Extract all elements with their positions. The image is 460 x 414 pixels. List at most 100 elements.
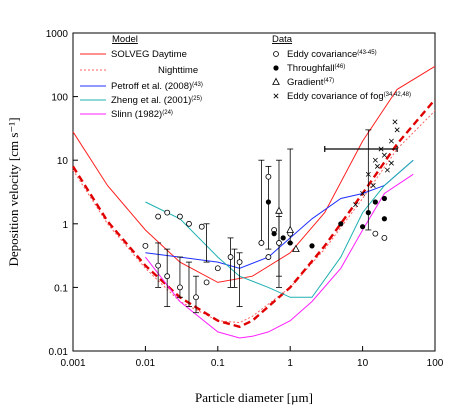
cross-stroke [394, 127, 400, 133]
x-tick-label: 10 [357, 358, 369, 369]
gradient-point [275, 206, 283, 214]
throughfall-point [309, 243, 315, 249]
legend-label-data-0: Eddy covariance(43-45) [287, 49, 377, 60]
eddy-covariance-point [193, 294, 199, 301]
cross-stroke [273, 93, 279, 99]
cross-stroke [388, 160, 394, 166]
legend-marker-cross [273, 93, 279, 99]
throughfall-point [381, 216, 387, 222]
eddy-covariance-point [265, 173, 272, 180]
eddy-covariance-point [186, 220, 192, 227]
cross-stroke [360, 190, 366, 196]
data-points [142, 119, 400, 301]
throughfall-point [365, 210, 371, 216]
y-tick-label: 0.01 [49, 347, 69, 358]
legend-label-data-1: Throughfall(46) [287, 63, 345, 74]
eddy-covariance-point [258, 240, 265, 246]
fog-point [370, 183, 376, 188]
eddy-covariance-point [381, 235, 388, 241]
series-line-2 [71, 98, 436, 329]
eddy-covariance-point [276, 240, 282, 246]
fog-point [378, 146, 384, 152]
eddy-covariance-point [203, 279, 210, 286]
fog-point [365, 171, 371, 177]
eddy-covariance-point [198, 223, 205, 230]
plot-frame [72, 32, 436, 352]
legend-label-nighttime: Nighttime [158, 65, 198, 76]
legend-marker-open-circle [273, 51, 279, 57]
y-tick-label: 1000 [46, 29, 69, 40]
eddy-covariance-point [236, 259, 243, 265]
throughfall-point [287, 240, 293, 246]
eddy-covariance-point [164, 273, 171, 280]
legend: Model SOLVEG Daytime Nighttime Petroff et a… [80, 34, 411, 120]
eddy-covariance-point [155, 213, 162, 220]
throughfall-point [381, 195, 387, 202]
y-tick-label: 1 [62, 220, 68, 231]
throughfall-point [338, 221, 344, 227]
throughfall-point [360, 224, 366, 230]
eddy-covariance-point [177, 284, 183, 291]
eddy-covariance-point [164, 209, 171, 216]
x-tick-label: 100 [427, 358, 444, 369]
x-axis-title: Particle diameter [µm] [195, 390, 313, 405]
fog-point [353, 202, 359, 208]
series-line-0 [72, 65, 436, 283]
cross-stroke [370, 183, 376, 188]
y-tick-label: 0.1 [54, 283, 68, 294]
fog-point [388, 160, 394, 166]
eddy-covariance-point [177, 213, 183, 220]
eddy-covariance-point [372, 230, 379, 237]
legend-label-model-0: Petroff et al. (2008)(43) [111, 81, 203, 92]
legend-label-data-3: Eddy covariance of fog(34,42,48) [287, 91, 411, 102]
throughfall-point [271, 231, 277, 237]
eddy-covariance-point [265, 254, 272, 260]
cross-stroke [381, 152, 387, 158]
eddy-covariance-point [155, 262, 162, 269]
model-curves [71, 65, 436, 339]
cross-stroke [388, 138, 394, 144]
throughfall-point [265, 199, 272, 205]
fog-point [360, 190, 366, 196]
x-tick-label: 0.1 [211, 358, 225, 369]
y-axis-title: Deposition velocity [cm s⁻¹] [6, 117, 21, 266]
fog-point [388, 138, 394, 144]
fog-point [394, 127, 400, 133]
legend-label-model-1: Zheng et al. (2001)(25) [111, 95, 202, 106]
legend-label-data-2: Gradient(47) [287, 77, 334, 88]
throughfall-point [372, 199, 378, 205]
cross-stroke [384, 167, 390, 173]
cross-stroke [372, 157, 378, 163]
legend-label-model-2: Slinn (1982)(24) [111, 109, 173, 120]
fog-point [381, 152, 387, 158]
fog-point [374, 163, 380, 169]
cross-stroke [365, 171, 371, 177]
throughfall-point [280, 235, 286, 241]
series-line-1 [72, 110, 436, 324]
error-bars [155, 129, 398, 314]
eddy-covariance-point [214, 265, 221, 272]
x-tick-label: 0.001 [60, 358, 85, 369]
cross-stroke [378, 146, 384, 152]
fog-point [392, 119, 398, 125]
legend-data-header: Data [272, 34, 293, 45]
gradient-point [286, 225, 295, 233]
y-tick-label: 100 [51, 93, 68, 104]
legend-model-header: Model [112, 34, 138, 45]
gradient-point [292, 244, 300, 253]
series-line-4 [145, 159, 414, 298]
eddy-covariance-point [227, 254, 234, 260]
series-line-5 [145, 173, 414, 339]
fog-point [384, 167, 390, 173]
legend-marker-filled-circle [273, 65, 279, 71]
legend-label-daytime: SOLVEG Daytime [111, 49, 187, 60]
cross-stroke [353, 202, 359, 208]
x-tick-label: 1 [287, 358, 293, 369]
cross-stroke [374, 163, 380, 169]
cross-stroke [392, 119, 398, 125]
eddy-covariance-point [142, 242, 149, 249]
fog-point [372, 157, 378, 163]
legend-marker-open-triangle [272, 77, 280, 85]
